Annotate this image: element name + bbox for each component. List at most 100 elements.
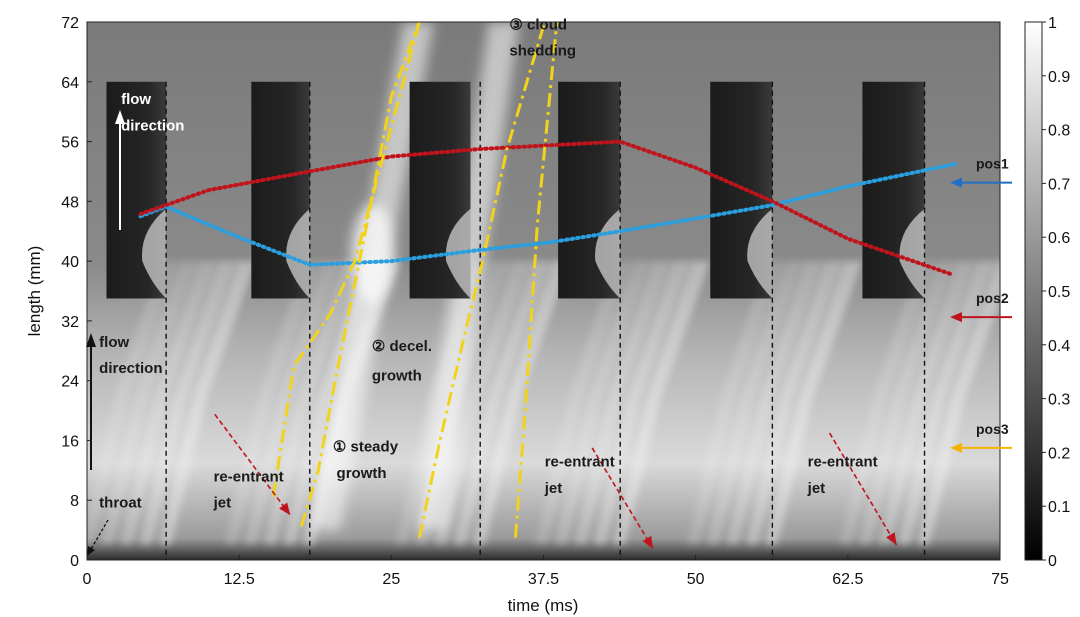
annotation-label: growth — [337, 465, 387, 482]
annotation-label: re-entrant — [808, 454, 878, 471]
inset-cavity — [747, 208, 773, 299]
annotation-label: direction — [121, 117, 184, 134]
re-entrant-jet-1-head — [279, 502, 291, 516]
texture-streak — [472, 261, 571, 546]
y-axis-ticks: 0 8 16 24 32 40 48 56 64 72 — [61, 15, 92, 570]
y-axis-label: length (mm) — [25, 246, 44, 337]
pos1-arrow-head — [950, 177, 962, 188]
colorbar-tick-label: 0.6 — [1048, 230, 1070, 247]
x-tick-label: 50 — [687, 571, 705, 588]
y-tick-label: 40 — [61, 254, 79, 271]
colorbar-tick-label: 0.3 — [1048, 392, 1070, 409]
y-tick-label: 16 — [61, 433, 79, 450]
annotation-label: growth — [372, 368, 422, 385]
colorbar-tick-label: 0.9 — [1048, 69, 1070, 86]
texture-streak — [139, 261, 237, 546]
y-tick-label: 8 — [70, 493, 79, 510]
y-tick-label: 24 — [61, 374, 79, 391]
texture-streak — [554, 261, 652, 546]
texture-streak — [858, 261, 957, 546]
pos1-trajectory-line — [138, 162, 957, 267]
pos2-arrow-head — [950, 312, 962, 323]
re-entrant-jet-2-arrow — [591, 447, 654, 550]
x-tick-label: 12.5 — [224, 571, 255, 588]
annotations: flow direction flow direction throat re-entra… — [99, 16, 878, 511]
colorbar-tick-label: 0 — [1048, 553, 1057, 570]
colorbar-ticks: 0 0.1 0.2 0.3 0.4 0.5 0.6 0.7 0.8 0.9 1 — [1042, 15, 1070, 570]
probe-markers: pos1 pos2 pos3 — [950, 156, 1012, 453]
inset-cavity — [286, 208, 310, 299]
texture-streak — [612, 261, 711, 546]
colorbar-tick-label: 0.7 — [1048, 176, 1070, 193]
texture-streak — [453, 261, 551, 546]
cloud-blob — [351, 203, 396, 304]
cavity-front-1-line — [271, 22, 421, 497]
throat-arrow — [89, 519, 109, 552]
annotation-label: shedding — [509, 43, 576, 60]
colorbar-tick-label: 0.8 — [1048, 123, 1070, 140]
streak-layer — [87, 261, 1000, 546]
x-tick-label: 62.5 — [832, 571, 863, 588]
colorbar-tick-label: 0.1 — [1048, 499, 1070, 516]
texture-streak — [87, 261, 179, 546]
pos2-label: pos2 — [976, 290, 1009, 306]
annotation-label: jet — [213, 495, 232, 512]
annotation-label: ③ cloud — [509, 16, 567, 33]
flow-direction-arrows — [86, 110, 125, 556]
cavity-front-2-line — [299, 22, 421, 527]
texture-streak — [706, 261, 805, 546]
annotation-label: throat — [99, 495, 142, 512]
pos3-label: pos3 — [976, 421, 1009, 437]
texture-streak — [158, 261, 257, 546]
cavity-front-3-line — [417, 22, 547, 538]
colorbar-tick-label: 0.4 — [1048, 338, 1070, 355]
inset-cavity — [899, 208, 925, 299]
annotation-label: direction — [99, 360, 162, 377]
cavity-front-4-line — [514, 22, 559, 538]
y-tick-label: 64 — [61, 75, 79, 92]
pos2-trajectory-line — [138, 139, 955, 277]
heatmap-image — [87, 22, 1000, 560]
colorbar-gradient — [1024, 21, 1043, 561]
texture-streak — [244, 261, 342, 546]
texture-streak — [224, 261, 322, 546]
annotation-label: ② decel. — [372, 338, 432, 355]
flow-arrow-upper-head — [115, 110, 125, 124]
y-tick-label: 72 — [61, 15, 79, 32]
texture-streak — [534, 261, 633, 546]
re-entrant-jet-3-head — [886, 532, 897, 546]
texture-streak — [917, 261, 1000, 546]
texture-streak — [745, 261, 843, 546]
y-tick-label: 48 — [61, 194, 79, 211]
re-entrant-jet-2-head — [642, 535, 654, 549]
texture-streak — [100, 261, 198, 546]
texture-streak — [593, 261, 691, 546]
annotation-label: jet — [544, 480, 563, 497]
x-tick-label: 25 — [382, 571, 400, 588]
texture-streak — [687, 261, 785, 546]
inset-cavity — [141, 208, 167, 299]
colorbar-tick-label: 0.5 — [1048, 284, 1070, 301]
y-tick-label: 0 — [70, 553, 79, 570]
texture-streak — [263, 261, 361, 546]
x-axis-label: time (ms) — [508, 596, 579, 615]
texture-streak — [839, 261, 937, 546]
re-entrant-jet-1-arrow — [214, 413, 291, 516]
y-tick-label: 56 — [61, 135, 79, 152]
x-tick-label: 37.5 — [528, 571, 559, 588]
texture-streak — [573, 261, 672, 546]
texture-streak — [726, 261, 824, 546]
trajectory-lines — [138, 22, 957, 550]
x-tick-label: 0 — [83, 571, 92, 588]
colorbar-tick-label: 0.2 — [1048, 445, 1070, 462]
x-axis-ticks: 0 12.5 25 37.5 50 62.5 75 — [83, 555, 1009, 588]
colorbar-tick-label: 1 — [1048, 15, 1057, 32]
annotation-label: jet — [807, 480, 826, 497]
annotation-label: ① steady — [333, 439, 399, 456]
texture-streak — [433, 261, 532, 546]
annotation-label: re-entrant — [545, 454, 615, 471]
cycle-boundaries — [165, 81, 926, 560]
re-entrant-jet-3-arrow — [828, 432, 898, 546]
colorbar: 0 0.1 0.2 0.3 0.4 0.5 0.6 0.7 0.8 0.9 1 — [1024, 15, 1070, 570]
